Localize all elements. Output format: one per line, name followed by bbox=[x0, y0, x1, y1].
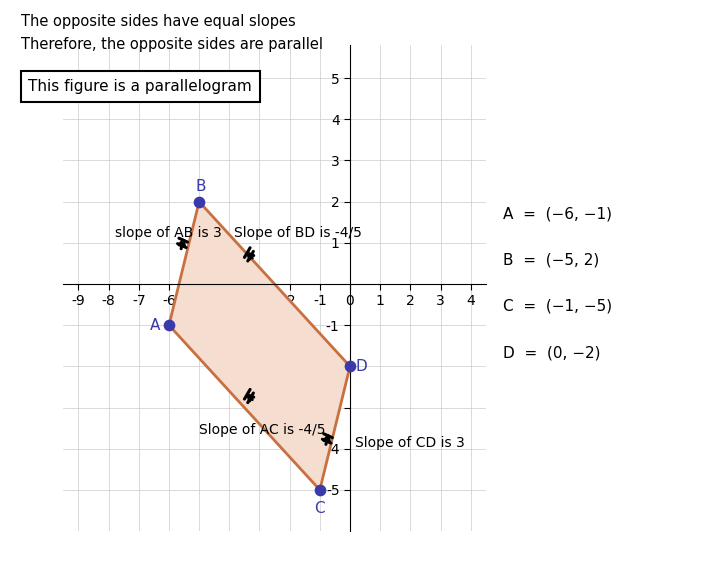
Text: C  =  (−1, −5): C = (−1, −5) bbox=[503, 299, 612, 314]
Text: D  =  (0, −2): D = (0, −2) bbox=[503, 345, 601, 360]
Text: Slope of BD is -4/5: Slope of BD is -4/5 bbox=[234, 225, 362, 240]
Text: B: B bbox=[196, 179, 206, 194]
Point bbox=[344, 362, 356, 371]
Text: Slope of CD is 3: Slope of CD is 3 bbox=[355, 436, 464, 450]
Text: Slope of AC is -4/5: Slope of AC is -4/5 bbox=[199, 423, 326, 437]
Text: slope of AB is 3: slope of AB is 3 bbox=[115, 225, 221, 240]
Text: C: C bbox=[315, 502, 325, 516]
Text: The opposite sides have equal slopes: The opposite sides have equal slopes bbox=[21, 14, 296, 29]
Point bbox=[163, 321, 175, 330]
Text: This figure is a parallelogram: This figure is a parallelogram bbox=[28, 79, 252, 94]
Point bbox=[194, 197, 205, 206]
Text: A: A bbox=[150, 318, 161, 333]
Text: Therefore, the opposite sides are parallel: Therefore, the opposite sides are parall… bbox=[21, 37, 323, 52]
Text: A  =  (−6, −1): A = (−6, −1) bbox=[503, 206, 612, 221]
Text: B  =  (−5, 2): B = (−5, 2) bbox=[503, 253, 600, 268]
Text: D: D bbox=[356, 359, 367, 374]
Point bbox=[314, 485, 325, 494]
Polygon shape bbox=[169, 202, 350, 490]
